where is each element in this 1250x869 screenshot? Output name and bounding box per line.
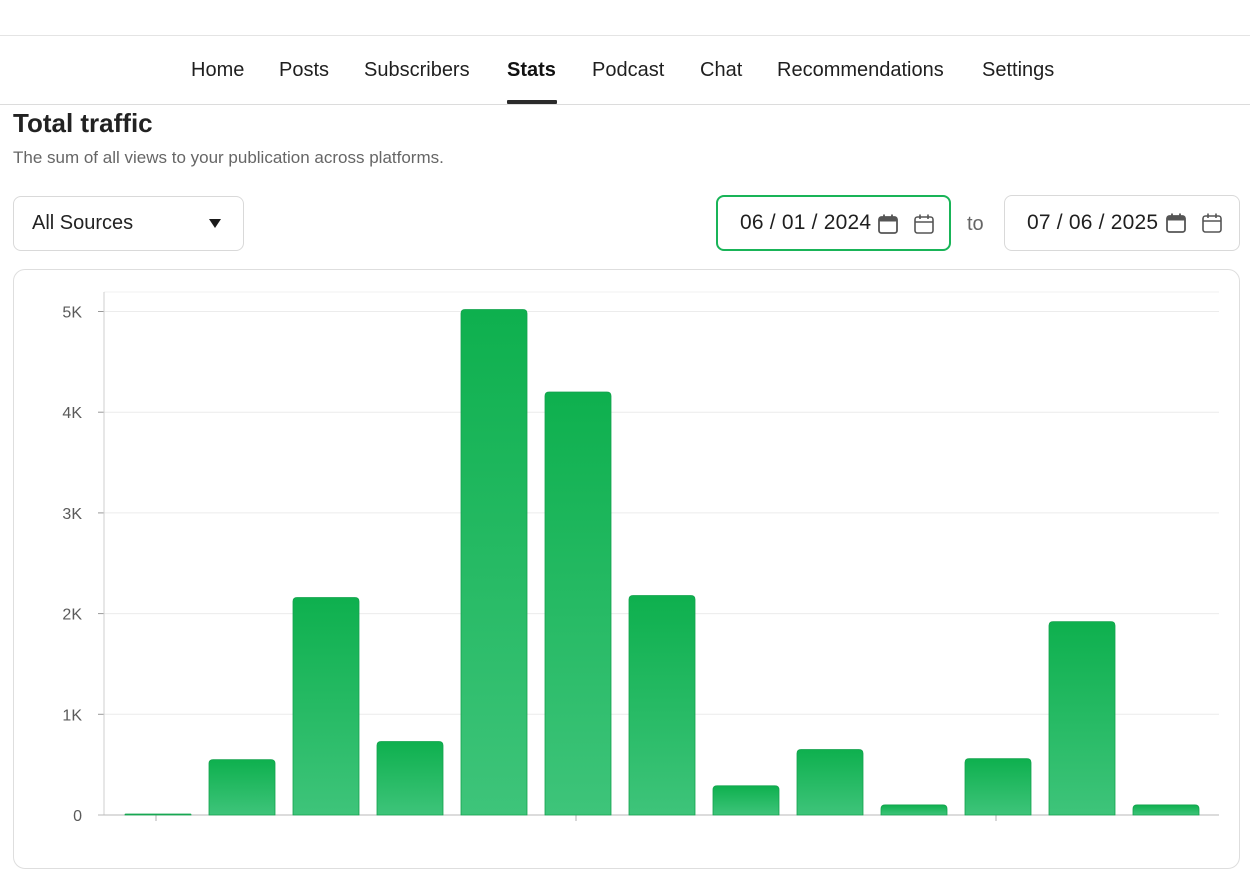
chart-bar <box>712 785 780 816</box>
traffic-bar-chart: 0 1K 2K 3K 4K 5K <box>62 291 1219 826</box>
main-nav: Home Posts Subscribers Stats Podcast Cha… <box>0 36 1250 105</box>
chart-bar <box>1132 804 1200 816</box>
chart-bar <box>1048 621 1116 816</box>
y-tick-label: 0 <box>73 808 82 825</box>
end-date-input[interactable]: 07 / 06 / 2025 <box>1004 195 1240 251</box>
chart-bars <box>124 309 1200 816</box>
traffic-chart-card: 0 1K 2K 3K 4K 5K <box>13 269 1240 869</box>
calendar-picker-icon[interactable] <box>913 213 935 235</box>
caret-down-icon <box>209 219 221 228</box>
tab-chat[interactable]: Chat <box>700 59 743 81</box>
calendar-icon[interactable] <box>1165 212 1187 234</box>
y-tick-label: 1K <box>62 707 82 724</box>
y-tick-label: 4K <box>62 405 82 422</box>
page-title: Total traffic <box>13 108 153 138</box>
chart-bar <box>544 391 612 816</box>
calendar-icon[interactable] <box>877 213 899 235</box>
start-date-value: 06 / 01 / 2024 <box>740 211 872 234</box>
y-tick-label: 5K <box>62 305 82 322</box>
chart-bar <box>208 759 276 816</box>
tab-stats[interactable]: Stats <box>507 59 556 81</box>
chart-bar <box>628 595 696 816</box>
chart-bar <box>460 309 528 816</box>
chart-bar <box>124 813 192 816</box>
source-select-value: All Sources <box>32 212 134 234</box>
active-tab-indicator <box>507 100 557 104</box>
tab-home[interactable]: Home <box>191 59 245 81</box>
y-tick-label: 2K <box>62 607 82 624</box>
tab-settings[interactable]: Settings <box>982 59 1055 81</box>
chart-bar <box>964 758 1032 816</box>
tab-subscribers[interactable]: Subscribers <box>364 59 470 81</box>
end-date-value: 07 / 06 / 2025 <box>1027 211 1159 234</box>
tab-podcast[interactable]: Podcast <box>592 59 665 81</box>
date-range-separator: to <box>967 213 984 235</box>
source-select[interactable]: All Sources <box>13 196 244 251</box>
y-tick-label: 3K <box>62 506 82 523</box>
calendar-picker-icon[interactable] <box>1201 212 1223 234</box>
tab-recommendations[interactable]: Recommendations <box>777 59 944 81</box>
chart-gridlines <box>104 291 1219 715</box>
start-date-input[interactable]: 06 / 01 / 2024 <box>716 195 951 251</box>
chart-bar <box>880 804 948 816</box>
chart-tick-labels: 0 1K 2K 3K 4K 5K <box>62 305 82 826</box>
chart-bar <box>292 597 360 816</box>
chart-bar <box>376 741 444 816</box>
page-subtitle: The sum of all views to your publication… <box>13 148 444 167</box>
top-header-strip <box>0 0 1250 36</box>
tab-posts[interactable]: Posts <box>279 59 330 81</box>
chart-bar <box>796 749 864 816</box>
